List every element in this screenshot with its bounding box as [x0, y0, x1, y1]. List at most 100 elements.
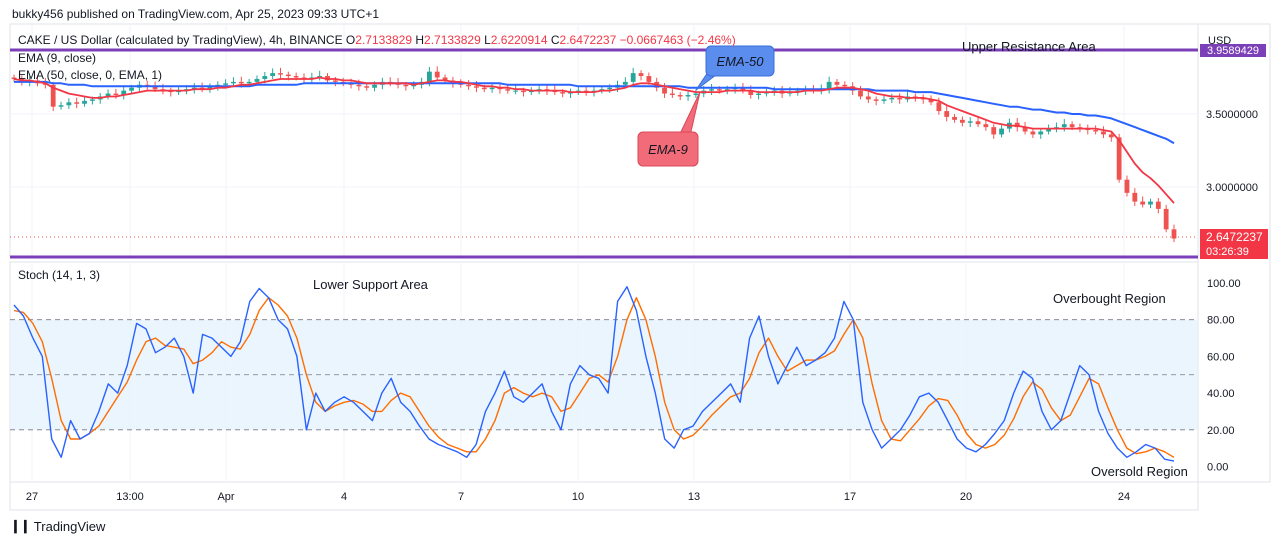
candle[interactable]: [66, 102, 72, 106]
candle[interactable]: [630, 73, 636, 82]
candle[interactable]: [1101, 131, 1106, 135]
candle[interactable]: [58, 105, 64, 107]
candle[interactable]: [505, 89, 511, 91]
candle[interactable]: [959, 119, 965, 123]
candle[interactable]: [82, 100, 87, 104]
candle[interactable]: [372, 84, 377, 88]
ema9-legend[interactable]: EMA (9, close): [18, 51, 97, 65]
candle[interactable]: [999, 128, 1004, 135]
candle[interactable]: [1148, 201, 1153, 205]
candle[interactable]: [834, 81, 840, 85]
candle[interactable]: [152, 86, 158, 90]
candle[interactable]: [474, 86, 479, 88]
candle[interactable]: [1061, 124, 1067, 128]
candle[interactable]: [873, 99, 879, 101]
stoch-k-line[interactable]: [13, 286, 1175, 462]
candle[interactable]: [717, 89, 722, 91]
candle[interactable]: [975, 121, 981, 125]
candle[interactable]: [677, 95, 683, 97]
candle[interactable]: [129, 87, 134, 91]
candle[interactable]: [1046, 128, 1051, 132]
candle[interactable]: [944, 111, 950, 117]
candle[interactable]: [983, 124, 989, 128]
candle[interactable]: [622, 81, 628, 85]
candle[interactable]: [1171, 229, 1177, 239]
candle[interactable]: [262, 76, 268, 79]
candle[interactable]: [466, 84, 471, 87]
candle[interactable]: [356, 84, 362, 87]
candle[interactable]: [1030, 131, 1036, 135]
candle[interactable]: [1022, 127, 1028, 132]
candle[interactable]: [865, 96, 871, 100]
candle[interactable]: [881, 99, 887, 101]
candle[interactable]: [89, 99, 95, 101]
candle[interactable]: [285, 74, 291, 77]
symbol-name[interactable]: CAKE / US Dollar (calculated by TradingV…: [18, 33, 343, 47]
candle[interactable]: [638, 73, 644, 77]
candle[interactable]: [1163, 208, 1169, 230]
candle[interactable]: [364, 86, 370, 88]
candle[interactable]: [270, 73, 276, 77]
candle[interactable]: [1069, 124, 1075, 128]
candle[interactable]: [1108, 134, 1114, 138]
candle[interactable]: [756, 93, 761, 96]
candle[interactable]: [748, 90, 754, 96]
candle[interactable]: [434, 71, 440, 78]
stoch-legend[interactable]: Stoch (14, 1, 3): [18, 268, 101, 282]
candle[interactable]: [238, 81, 244, 84]
candle[interactable]: [897, 97, 903, 100]
ema50-legend[interactable]: EMA (50, close, 0, EMA, 1): [18, 68, 163, 82]
candle[interactable]: [991, 127, 997, 135]
candle[interactable]: [1116, 137, 1122, 180]
candle[interactable]: [489, 87, 495, 90]
candle[interactable]: [246, 81, 252, 84]
candle[interactable]: [646, 76, 652, 82]
candle[interactable]: [481, 87, 487, 90]
candle[interactable]: [113, 93, 119, 96]
candle[interactable]: [11, 77, 17, 79]
candle[interactable]: [442, 77, 448, 81]
candle[interactable]: [521, 90, 526, 93]
candle[interactable]: [513, 90, 519, 92]
candle[interactable]: [928, 99, 934, 103]
candle[interactable]: [952, 116, 957, 120]
candle[interactable]: [1038, 131, 1044, 135]
ema9-line[interactable]: [13, 76, 1175, 204]
candle[interactable]: [254, 78, 260, 82]
candle[interactable]: [293, 76, 299, 78]
candle[interactable]: [693, 93, 699, 96]
price-pane[interactable]: [9, 23, 1199, 257]
candle[interactable]: [685, 95, 691, 97]
candle[interactable]: [967, 121, 973, 123]
ema50-line[interactable]: [14, 80, 1175, 145]
candle[interactable]: [1155, 201, 1161, 209]
candle[interactable]: [223, 83, 229, 85]
candle[interactable]: [332, 80, 338, 82]
candle[interactable]: [1140, 201, 1146, 205]
candle[interactable]: [560, 92, 566, 94]
time-axis[interactable]: [9, 481, 1199, 511]
candle[interactable]: [826, 81, 832, 90]
candle[interactable]: [427, 71, 432, 82]
candle[interactable]: [231, 81, 236, 84]
candle[interactable]: [121, 90, 127, 96]
candle[interactable]: [50, 84, 56, 107]
footer-brand[interactable]: ❙❙ TradingView: [10, 518, 105, 534]
candle[interactable]: [74, 102, 80, 104]
candle[interactable]: [858, 90, 863, 97]
candle[interactable]: [842, 84, 848, 87]
ema9-callout[interactable]: [637, 131, 699, 167]
candle[interactable]: [278, 73, 283, 75]
ema50-callout[interactable]: [705, 45, 775, 77]
candle[interactable]: [740, 87, 746, 91]
candle[interactable]: [105, 93, 111, 97]
candle[interactable]: [1124, 179, 1130, 193]
candle[interactable]: [1132, 192, 1138, 202]
candle[interactable]: [403, 84, 409, 87]
candle[interactable]: [936, 102, 942, 112]
candle[interactable]: [709, 89, 714, 91]
candle[interactable]: [207, 86, 213, 90]
candle[interactable]: [607, 87, 613, 90]
candle[interactable]: [662, 87, 667, 94]
